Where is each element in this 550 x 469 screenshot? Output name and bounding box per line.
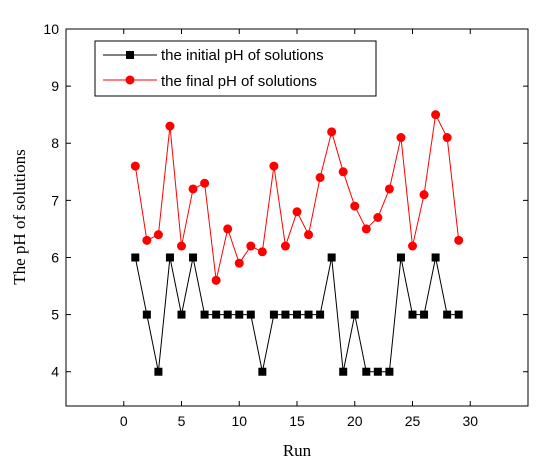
data-point-initial bbox=[431, 253, 440, 262]
data-point-final bbox=[361, 224, 371, 234]
plot-marks bbox=[130, 110, 464, 376]
data-point-initial bbox=[385, 367, 394, 376]
data-point-final bbox=[234, 258, 244, 268]
x-tick-label: 5 bbox=[178, 413, 186, 429]
legend: the initial pH of solutions the final pH… bbox=[94, 40, 377, 97]
data-point-final bbox=[373, 213, 383, 222]
data-point-final bbox=[153, 230, 163, 240]
data-point-initial bbox=[362, 367, 371, 376]
data-point-initial bbox=[165, 253, 174, 262]
data-point-final bbox=[442, 133, 452, 143]
data-point-final bbox=[257, 247, 267, 257]
data-point-final bbox=[188, 184, 198, 194]
y-tick-label: 8 bbox=[51, 135, 59, 151]
data-point-initial bbox=[339, 367, 348, 376]
x-tick-label: 15 bbox=[289, 413, 305, 429]
x-tick-label: 25 bbox=[405, 413, 421, 429]
y-tick-label: 10 bbox=[43, 21, 59, 37]
data-point-initial bbox=[408, 310, 417, 319]
data-point-final bbox=[292, 207, 302, 217]
data-point-initial bbox=[396, 253, 405, 262]
data-point-initial bbox=[269, 310, 278, 319]
data-point-final bbox=[338, 167, 348, 177]
y-tick-label: 6 bbox=[51, 249, 59, 265]
data-point-final bbox=[165, 121, 175, 131]
legend-label-initial: the initial pH of solutions bbox=[161, 47, 324, 64]
axis-ticks: 0 5 10 15 20 25 30 4 5 6 7 8 9 10 bbox=[43, 21, 528, 429]
data-point-final bbox=[304, 230, 314, 240]
x-tick-label: 10 bbox=[231, 413, 247, 429]
data-point-initial bbox=[246, 310, 255, 319]
x-tick-label: 20 bbox=[347, 413, 363, 429]
data-point-final bbox=[384, 184, 394, 194]
x-tick-label: 30 bbox=[462, 413, 478, 429]
data-point-initial bbox=[142, 310, 151, 319]
x-tick-label: 0 bbox=[120, 413, 128, 429]
data-point-final bbox=[431, 110, 441, 120]
data-point-final bbox=[246, 241, 256, 251]
data-point-initial bbox=[223, 310, 232, 319]
data-point-final bbox=[211, 275, 221, 285]
x-axis-title: Run bbox=[283, 441, 312, 460]
data-point-final bbox=[223, 224, 233, 234]
y-tick-label: 9 bbox=[51, 78, 59, 94]
data-point-final bbox=[315, 173, 325, 183]
data-point-final bbox=[454, 235, 464, 245]
legend-label-final: the final pH of solutions bbox=[161, 73, 317, 90]
y-tick-label: 7 bbox=[51, 192, 59, 208]
legend-box bbox=[94, 40, 377, 97]
data-point-final bbox=[327, 127, 337, 137]
data-point-initial bbox=[131, 253, 140, 262]
data-point-final bbox=[130, 161, 140, 171]
y-tick-label: 5 bbox=[51, 307, 59, 323]
y-axis-title: The pH of solutions bbox=[10, 149, 29, 285]
data-point-final bbox=[419, 190, 429, 200]
data-point-initial bbox=[200, 310, 209, 319]
data-point-initial bbox=[327, 253, 336, 262]
data-point-initial bbox=[189, 253, 198, 262]
data-point-initial bbox=[350, 310, 359, 319]
data-point-final bbox=[200, 178, 210, 188]
data-point-initial bbox=[420, 310, 429, 319]
legend-marker-initial bbox=[126, 51, 134, 59]
data-point-final bbox=[177, 241, 186, 251]
data-point-initial bbox=[373, 367, 382, 376]
data-point-initial bbox=[304, 310, 313, 319]
data-point-final bbox=[396, 133, 406, 143]
data-point-final bbox=[280, 241, 290, 251]
data-point-initial bbox=[212, 310, 221, 319]
data-point-final bbox=[350, 201, 360, 211]
data-point-initial bbox=[443, 310, 452, 319]
data-point-initial bbox=[293, 310, 301, 319]
data-point-initial bbox=[316, 310, 325, 319]
y-tick-label: 4 bbox=[51, 364, 59, 380]
data-point-initial bbox=[281, 310, 290, 319]
data-point-final bbox=[408, 241, 417, 251]
data-point-final bbox=[269, 161, 279, 171]
data-point-initial bbox=[235, 310, 244, 319]
data-point-initial bbox=[154, 367, 163, 376]
data-point-final bbox=[142, 235, 152, 245]
data-point-initial bbox=[454, 310, 463, 319]
legend-marker-final bbox=[125, 75, 135, 85]
data-point-initial bbox=[258, 367, 267, 376]
data-point-initial bbox=[177, 310, 186, 319]
